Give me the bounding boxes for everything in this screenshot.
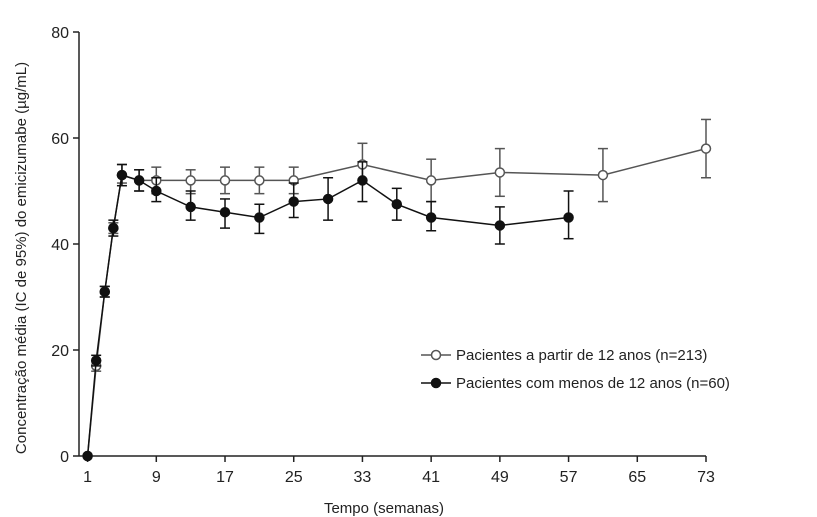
legend-item-series-1: Pacientes a partir de 12 anos (n=213) xyxy=(421,347,707,364)
data-point xyxy=(133,175,145,186)
x-tick-label: 65 xyxy=(628,469,646,486)
legend-label-series-1: Pacientes a partir de 12 anos (n=213) xyxy=(456,347,707,364)
legend-marker-series-1 xyxy=(430,349,442,361)
x-axis-title: Tempo (semanas) xyxy=(324,500,444,517)
data-point xyxy=(254,175,265,186)
data-point xyxy=(108,222,119,234)
y-tick-label: 80 xyxy=(51,25,69,42)
ticks: 1 9 17 25 33 41 49 57 65 73 0 20 40 60 80 xyxy=(51,25,715,486)
data-point xyxy=(494,167,506,178)
data-point xyxy=(288,196,299,207)
x-tick-label: 25 xyxy=(285,469,303,486)
data-point xyxy=(99,286,111,297)
legend: Pacientes a partir de 12 anos (n=213) Pa… xyxy=(421,347,730,392)
series-layer xyxy=(82,118,712,462)
x-tick-label: 1 xyxy=(83,469,92,486)
legend-label-series-2: Pacientes com menos de 12 anos (n=60) xyxy=(456,375,730,392)
x-tick-label: 49 xyxy=(491,469,509,486)
x-tick-label: 33 xyxy=(354,469,372,486)
x-tick-label: 17 xyxy=(216,469,234,486)
data-point xyxy=(700,143,712,154)
y-tick-label: 0 xyxy=(60,449,69,466)
data-point xyxy=(116,169,128,181)
data-point xyxy=(219,206,231,218)
data-point xyxy=(185,175,196,186)
data-point xyxy=(494,220,506,231)
data-point xyxy=(357,175,368,186)
data-point xyxy=(425,175,437,186)
data-point xyxy=(563,212,574,223)
series-2 xyxy=(82,161,574,462)
data-point xyxy=(322,193,334,205)
data-point xyxy=(219,175,231,186)
data-point xyxy=(391,199,403,210)
legend-item-series-2: Pacientes com menos de 12 anos (n=60) xyxy=(421,375,730,392)
data-point xyxy=(151,185,162,197)
y-tick-label: 40 xyxy=(51,237,69,254)
legend-marker-series-2 xyxy=(430,377,442,389)
y-axis-title: Concentração média (IC de 95%) do emiciz… xyxy=(13,62,30,454)
data-point xyxy=(254,212,265,223)
data-point xyxy=(90,355,102,366)
series-1 xyxy=(82,118,712,462)
y-tick-label: 20 xyxy=(51,343,69,360)
x-tick-label: 9 xyxy=(152,469,161,486)
data-point xyxy=(82,450,93,462)
axes xyxy=(78,32,706,457)
y-tick-label: 60 xyxy=(51,131,69,148)
x-tick-label: 41 xyxy=(422,469,440,486)
data-point xyxy=(425,212,437,223)
data-point xyxy=(185,201,196,213)
x-tick-label: 57 xyxy=(560,469,578,486)
x-tick-label: 73 xyxy=(697,469,715,486)
data-point xyxy=(597,169,609,181)
